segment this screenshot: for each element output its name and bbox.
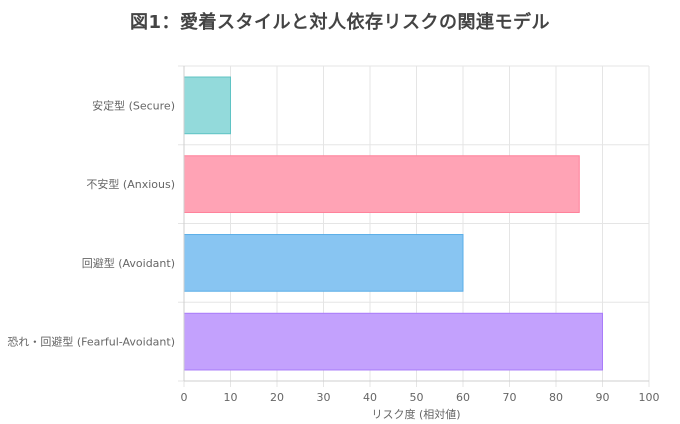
x-tick-label: 50 <box>410 391 424 404</box>
chart-title: 図1：愛着スタイルと対人依存リスクの関連モデル <box>129 12 551 33</box>
bar <box>183 76 231 135</box>
x-tick-label: 70 <box>503 391 517 404</box>
x-tick-label: 30 <box>317 391 331 404</box>
y-tick-label: 回避型 (Avoidant) <box>82 256 175 270</box>
bar <box>183 234 464 292</box>
y-tick-label: 恐れ・回避型 (Fearful-Avoidant) <box>7 335 175 349</box>
y-tick-label: 安定型 (Secure) <box>92 98 175 112</box>
bar <box>183 312 603 371</box>
x-tick-label: 80 <box>549 391 563 404</box>
x-tick-label: 40 <box>363 391 377 404</box>
x-tick-label: 60 <box>456 391 470 404</box>
x-tick-label: 10 <box>224 391 238 404</box>
x-axis-label: リスク度 (相対値) <box>371 407 460 421</box>
bar <box>183 155 580 213</box>
bars <box>183 76 603 371</box>
y-tick-label: 不安型 (Anxious) <box>86 177 175 191</box>
x-tick-label: 90 <box>596 391 610 404</box>
x-tick-label: 20 <box>270 391 284 404</box>
x-tick-label: 0 <box>181 391 188 404</box>
x-tick-label: 100 <box>639 391 660 404</box>
axes: 0 10 20 30 40 50 60 70 80 90 100 安定型 (Secure) 不安型 (A… <box>7 66 660 404</box>
